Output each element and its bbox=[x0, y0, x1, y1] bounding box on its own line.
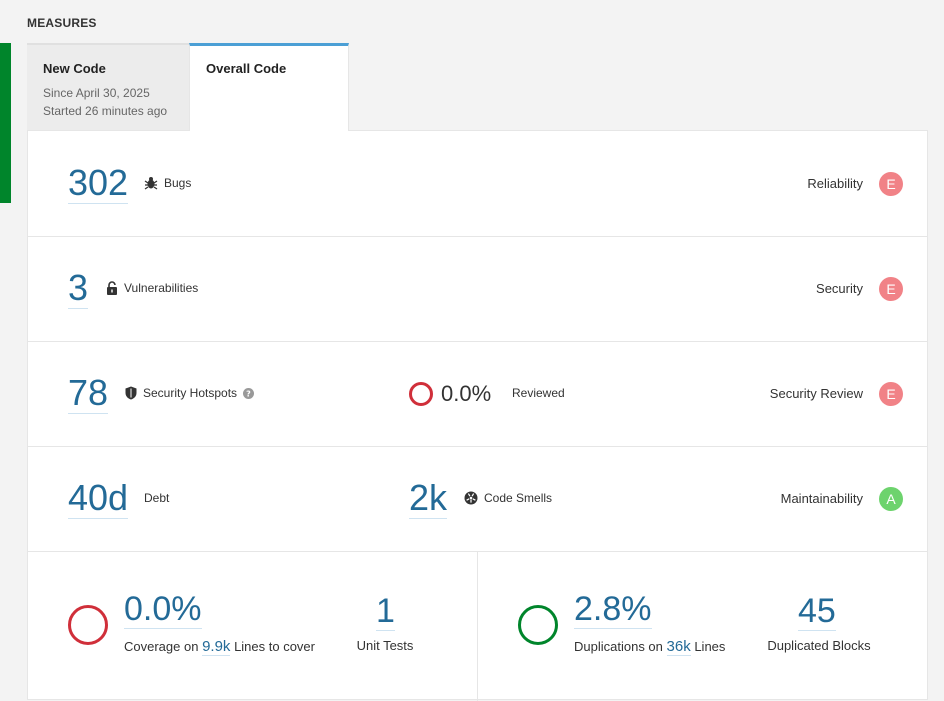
reliability-label: Reliability bbox=[807, 176, 863, 191]
duplications-line: Duplications on 36k Lines bbox=[574, 638, 726, 656]
unit-tests-count-link[interactable]: 1 bbox=[376, 592, 395, 631]
lock-icon bbox=[106, 281, 118, 295]
reviewed-ring bbox=[409, 382, 433, 406]
reviewed-label: Reviewed bbox=[512, 386, 565, 400]
quality-gate-status-bar bbox=[0, 43, 11, 203]
vulnerabilities-count-link[interactable]: 3 bbox=[68, 267, 89, 309]
shield-icon bbox=[125, 386, 137, 400]
tab-overall-code[interactable]: Overall Code bbox=[189, 43, 349, 131]
duplicated-blocks-label: Duplicated Blocks bbox=[767, 638, 871, 653]
reviewed-percent[interactable]: 0.0% bbox=[441, 381, 492, 406]
hotspots-text: Security Hotspots bbox=[143, 386, 238, 400]
code-smells-label: Code Smells bbox=[464, 491, 552, 505]
security-review-label: Security Review bbox=[769, 386, 863, 401]
duplicated-blocks-count-link[interactable]: 45 bbox=[798, 592, 836, 631]
duplications-percent-link[interactable]: 2.8% bbox=[574, 590, 652, 629]
vulnerabilities-text: Vulnerabilities bbox=[124, 281, 199, 295]
duplication-lines-link[interactable]: 36k bbox=[666, 638, 691, 656]
coverage-suffix: Lines to cover bbox=[234, 639, 315, 654]
vulnerabilities-label: Vulnerabilities bbox=[106, 281, 198, 295]
security-rating-badge[interactable]: E bbox=[879, 277, 903, 301]
bottom-divider bbox=[477, 552, 478, 701]
reliability-row: 302 Bugs Reliability E bbox=[28, 131, 927, 237]
tab-overall-code-title: Overall Code bbox=[206, 61, 287, 76]
help-icon[interactable]: ? bbox=[243, 387, 255, 399]
bugs-count-link[interactable]: 302 bbox=[68, 162, 129, 204]
coverage-section: 0.0% Coverage on 9.9k Lines to cover 1 U… bbox=[28, 552, 477, 701]
security-row: 3 Vulnerabilities Security E bbox=[28, 236, 927, 342]
debt-value-link[interactable]: 40d bbox=[68, 477, 129, 519]
unit-tests-label: Unit Tests bbox=[356, 638, 414, 653]
coverage-ring bbox=[68, 605, 108, 645]
tab-new-code[interactable]: New Code Since April 30, 2025 Started 26… bbox=[27, 43, 189, 131]
debt-label: Debt bbox=[144, 491, 170, 505]
hotspots-count-link[interactable]: 78 bbox=[68, 372, 109, 414]
bugs-text: Bugs bbox=[164, 176, 192, 190]
bugs-label: Bugs bbox=[144, 176, 191, 190]
security-label: Security bbox=[816, 281, 863, 296]
svg-text:?: ? bbox=[246, 389, 251, 398]
tab-new-code-started: Started 26 minutes ago bbox=[43, 104, 168, 118]
reliability-rating-badge[interactable]: E bbox=[879, 172, 903, 196]
hotspots-label: Security Hotspots ? bbox=[125, 386, 255, 400]
section-title: MEASURES bbox=[27, 16, 97, 30]
tab-new-code-since: Since April 30, 2025 bbox=[43, 86, 150, 100]
duplications-suffix: Lines bbox=[694, 639, 726, 654]
code-smells-text: Code Smells bbox=[484, 491, 553, 505]
coverage-percent-link[interactable]: 0.0% bbox=[124, 590, 202, 629]
code-smell-icon bbox=[464, 491, 478, 505]
coverage-line: Coverage on 9.9k Lines to cover bbox=[124, 638, 315, 656]
duplications-prefix: Duplications on bbox=[574, 639, 663, 654]
maintainability-label: Maintainability bbox=[780, 491, 863, 506]
duplications-section: 2.8% Duplications on 36k Lines 45 Duplic… bbox=[478, 552, 927, 701]
bug-icon bbox=[144, 176, 158, 190]
lines-to-cover-link[interactable]: 9.9k bbox=[202, 638, 231, 656]
measures-panel: 302 Bugs Reliability E 3 Vulnerabilities… bbox=[27, 130, 928, 701]
coverage-prefix: Coverage on bbox=[124, 639, 199, 654]
maintainability-row: 40d Debt 2k Code Smells Maintainability … bbox=[28, 446, 927, 552]
maintainability-rating-badge[interactable]: A bbox=[879, 487, 903, 511]
tab-new-code-title: New Code bbox=[43, 61, 106, 76]
duplications-ring bbox=[518, 605, 558, 645]
security-review-row: 78 Security Hotspots ? 0.0% Reviewed Sec… bbox=[28, 341, 927, 447]
code-smells-count-link[interactable]: 2k bbox=[409, 477, 448, 519]
security-review-rating-badge[interactable]: E bbox=[879, 382, 903, 406]
